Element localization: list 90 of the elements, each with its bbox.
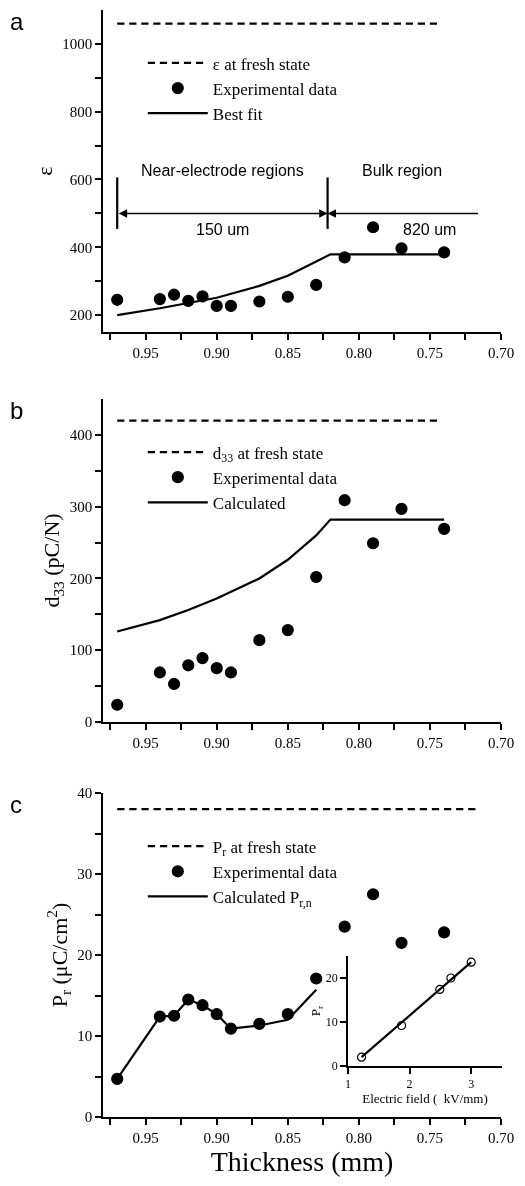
legend-label: d$_{33}$ at fresh state <box>212 443 324 466</box>
x-tick-label: 0.70 <box>487 1129 515 1146</box>
y-tick-label: 400 <box>69 239 93 256</box>
point <box>281 290 294 303</box>
point <box>153 666 166 679</box>
y-tick-label: 20 <box>77 947 93 964</box>
x-tick-label: 0.90 <box>203 344 230 361</box>
x-tick-label: 0.75 <box>416 734 444 751</box>
y-tick-label: 100 <box>69 642 93 659</box>
x-tick-label: 0.75 <box>416 344 444 361</box>
point <box>196 652 209 665</box>
point <box>395 242 408 255</box>
chart-title: c <box>10 791 22 818</box>
x-tick-label: 2 <box>406 1077 413 1092</box>
point <box>366 537 380 550</box>
point <box>153 293 166 306</box>
x-tick-label: 0.70 <box>487 344 515 361</box>
x-tick-label: 0.95 <box>132 734 159 751</box>
point <box>310 972 323 985</box>
y-tick-label: 0 <box>84 1109 93 1126</box>
x-tick-label: 0.85 <box>274 734 301 751</box>
x-tick-label: 0.90 <box>203 734 230 751</box>
x-tick-label: 0.85 <box>274 1129 301 1146</box>
y-tick-label: 10 <box>325 1015 338 1030</box>
x-tick-label: 0.80 <box>345 734 372 751</box>
point <box>111 293 124 306</box>
point <box>224 666 238 679</box>
y-tick-label: 600 <box>69 171 93 188</box>
y-tick-label: 400 <box>69 427 93 444</box>
point <box>438 926 451 939</box>
point <box>438 522 451 536</box>
point <box>224 299 238 312</box>
x-tick-label: 0.95 <box>132 1129 159 1146</box>
legend-label: ε at fresh state <box>212 54 311 74</box>
legend-label: Experimental data <box>212 79 338 99</box>
y-tick-label: 0 <box>84 714 93 731</box>
point <box>310 278 323 291</box>
x-tick-label: 0.95 <box>132 344 159 361</box>
point <box>167 288 181 301</box>
y-tick-label: 200 <box>69 307 93 324</box>
y-tick-label: 30 <box>77 866 93 883</box>
point <box>210 299 223 312</box>
y-tick-label: 20 <box>325 971 338 986</box>
x-axis-title: Thickness (mm) <box>210 1145 394 1177</box>
y-axis-title: ε <box>31 166 57 176</box>
point <box>366 888 380 901</box>
line-series <box>116 518 446 633</box>
y-tick-label: 1000 <box>62 36 93 53</box>
point <box>111 1072 124 1086</box>
y-tick-label: 200 <box>69 570 93 587</box>
annotation: Bulk region <box>362 162 443 179</box>
y-tick-label: 300 <box>69 498 93 515</box>
chart-title: a <box>10 8 24 35</box>
y-tick-label: 10 <box>77 1028 93 1045</box>
point <box>111 698 124 711</box>
point <box>395 502 408 515</box>
x-tick-label: 0.90 <box>203 1129 230 1146</box>
chart-title: b <box>10 397 24 424</box>
annotation: Near-electrode regions <box>141 162 304 179</box>
legend-label: Experimental data <box>212 862 338 882</box>
point <box>310 570 323 584</box>
legend-label: Experimental data <box>212 468 338 488</box>
legend-label: Calculated P$_{r,n}$ <box>212 888 312 910</box>
point <box>395 936 408 949</box>
x-tick-label: 0.75 <box>416 1129 444 1146</box>
x-tick-label: 1 <box>345 1077 351 1092</box>
annotation: 150 um <box>196 221 250 238</box>
x-tick-label: 0.80 <box>345 1129 372 1146</box>
x-tick-label: 0.85 <box>274 344 301 361</box>
x-axis-title: Electric field ( kV/mm) <box>362 1091 488 1107</box>
point <box>253 634 266 647</box>
y-tick-label: 800 <box>69 103 93 120</box>
point <box>167 677 181 691</box>
point <box>253 295 266 308</box>
legend-label: P$_{r}$ at fresh state <box>212 837 317 860</box>
point <box>210 662 223 675</box>
y-tick-label: 0 <box>331 1059 338 1074</box>
point <box>182 659 195 672</box>
x-tick-label: 0.70 <box>487 734 515 751</box>
annotation: 820 um <box>403 221 457 238</box>
point <box>338 494 351 507</box>
legend-label: Best fit <box>212 104 263 124</box>
point <box>366 221 380 234</box>
point <box>438 246 451 259</box>
x-tick-label: 3 <box>468 1077 475 1092</box>
x-tick-label: 0.80 <box>345 344 372 361</box>
point <box>281 624 294 637</box>
point <box>338 920 351 933</box>
legend-label: Calculated <box>212 493 286 513</box>
y-tick-label: 40 <box>77 785 93 802</box>
